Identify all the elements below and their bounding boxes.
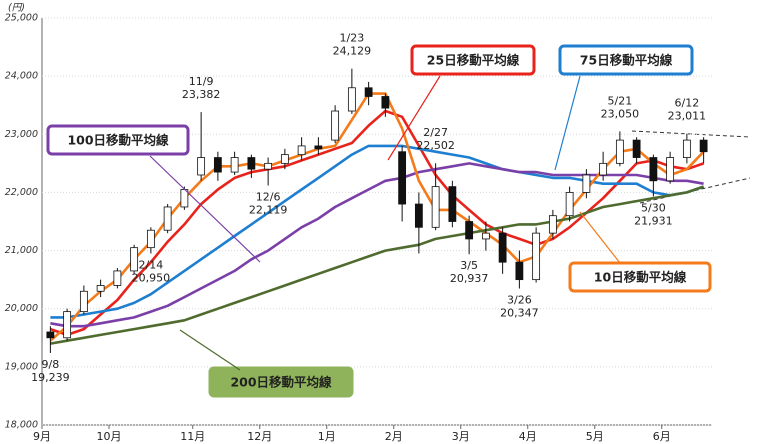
annotation-value: 23,011	[668, 110, 707, 123]
annotation-date: 5/21	[608, 94, 633, 107]
y-tick-label: 25,000	[5, 13, 38, 24]
x-tick-label: 10月	[97, 430, 122, 443]
legend-box	[208, 366, 354, 398]
candle-body	[163, 206, 172, 231]
annotation-value: 22,119	[249, 204, 288, 217]
annotation-value: 24,129	[333, 45, 372, 58]
candle-body	[331, 110, 340, 141]
annotation-date: 12/6	[256, 191, 281, 204]
candle-body	[230, 157, 239, 173]
legend-label: 10日移動平均線	[594, 270, 687, 285]
candle-body	[398, 151, 407, 205]
candle-body	[515, 261, 524, 281]
ma-line	[50, 162, 704, 328]
candle-body	[532, 232, 541, 281]
x-tick-label: 9月	[33, 430, 51, 443]
legend-box	[410, 44, 536, 76]
legend-label: 25日移動平均線	[427, 53, 520, 68]
annotation-date: 3/26	[507, 294, 532, 307]
legend-box	[558, 44, 694, 76]
candle-body	[632, 139, 641, 158]
candle-body	[414, 203, 423, 228]
candle-body	[381, 96, 390, 109]
candle-body	[347, 87, 356, 112]
y-tick-label: 20,000	[5, 303, 38, 314]
candle-body	[130, 247, 139, 272]
candle-body	[448, 186, 457, 222]
ma-line	[49, 109, 705, 337]
candle-body	[465, 221, 474, 240]
candle-body	[113, 270, 122, 286]
x-tick-label: 5月	[586, 430, 604, 443]
candle-body	[498, 232, 507, 263]
legend-label: 100日移動平均線	[67, 133, 169, 148]
candle-body	[46, 331, 55, 339]
candle-body	[666, 157, 675, 182]
annotation-date: 1/23	[340, 32, 365, 45]
x-tick-label: 6月	[653, 430, 671, 443]
candle-body	[79, 290, 88, 313]
candle-body	[615, 139, 624, 164]
annotation-date: 9/8	[42, 358, 60, 371]
legend-box	[568, 261, 712, 293]
candle-body	[314, 145, 323, 150]
ma-line	[49, 92, 705, 342]
candle-body	[699, 139, 708, 153]
candle-body	[481, 232, 490, 240]
leader-lines	[149, 75, 621, 371]
annotation-date: 2/27	[423, 126, 448, 139]
x-tick-label: 3月	[452, 430, 470, 443]
annotation-value: 20,347	[500, 307, 539, 320]
x-tick-label: 2月	[385, 430, 403, 443]
annotation-value: 23,382	[182, 88, 221, 101]
annotation-date: 5/30	[641, 201, 666, 214]
annotation-value: 20,937	[450, 272, 489, 285]
annotation-date: 3/5	[460, 259, 478, 272]
candle-body	[297, 145, 306, 156]
legend-label: 200日移動平均線	[230, 375, 332, 390]
candle-body	[146, 229, 155, 249]
x-tick-label: 11月	[180, 430, 205, 443]
candle-body	[264, 162, 273, 170]
ma-line	[50, 185, 705, 345]
candle-body	[96, 285, 105, 292]
candle-body	[582, 174, 591, 193]
y-tick-label: 21,000	[5, 245, 38, 256]
candle-body	[599, 162, 608, 176]
candle-body	[364, 87, 373, 97]
candle-body	[213, 157, 222, 173]
candle-body	[431, 186, 440, 228]
annotation-date: 6/12	[675, 97, 700, 110]
annotation-value: 21,931	[634, 214, 673, 227]
candle-body	[63, 311, 72, 339]
x-tick-label: 12月	[247, 430, 272, 443]
candle-body	[565, 192, 574, 217]
y-axis-label: (円)	[8, 3, 25, 14]
candle-body	[649, 157, 658, 182]
annotation-value: 19,239	[31, 371, 70, 384]
candle-body	[247, 157, 256, 170]
x-tick-label: 4月	[519, 430, 537, 443]
annotation-date: 2/14	[139, 258, 164, 271]
y-tick-label: 19,000	[5, 361, 38, 372]
y-tick-label: 22,000	[5, 187, 38, 198]
y-tick-label: 18,000	[5, 420, 38, 431]
legend-box	[46, 124, 190, 156]
candle-body	[548, 215, 557, 234]
legend-label: 75日移動平均線	[580, 53, 673, 68]
y-tick-label: 23,000	[5, 129, 38, 140]
annotation-value: 20,950	[132, 271, 171, 284]
annotation-value: 22,502	[416, 139, 455, 152]
candle-body	[280, 154, 289, 164]
annotation-value: 23,050	[601, 107, 640, 120]
candle-body	[197, 157, 206, 176]
annotation-date: 11/9	[189, 75, 214, 88]
x-tick-label: 1月	[318, 430, 336, 443]
y-tick-label: 24,000	[5, 71, 38, 82]
candle-body	[682, 139, 691, 158]
ma-line	[50, 144, 705, 319]
